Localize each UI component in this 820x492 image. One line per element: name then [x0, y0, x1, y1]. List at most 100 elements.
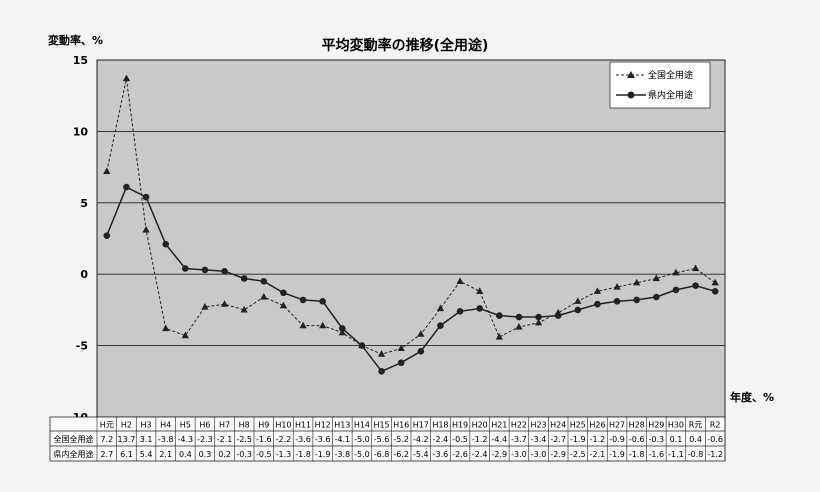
data-point-prefecture: [496, 312, 503, 319]
table-cell: -2.4: [472, 450, 488, 459]
y-axis-label: 変動率、%: [48, 33, 103, 47]
table-row-header: 全国全用途: [54, 434, 94, 444]
x-tick-label: H16: [393, 421, 409, 430]
table-cell: 0.3: [199, 450, 212, 459]
table-cell: -1.8: [295, 450, 311, 459]
x-tick-label: H18: [432, 421, 448, 430]
x-tick-label: H3: [141, 421, 152, 430]
table-cell: -0.6: [707, 435, 723, 444]
x-tick-label: R元: [689, 421, 703, 430]
data-point-national: [476, 287, 484, 294]
legend-label-national: 全国全用途: [648, 69, 693, 81]
x-tick-label: H12: [315, 421, 331, 430]
table-cell: -0.6: [629, 435, 645, 444]
data-point-prefecture: [515, 313, 523, 321]
data-point-national: [122, 74, 131, 82]
table-cell: -5.0: [354, 450, 370, 459]
x-tick-label: H4: [160, 421, 171, 430]
data-point-national: [515, 323, 523, 330]
chart-title: 平均変動率の推移(全用途): [322, 37, 489, 54]
table-cell: -0.5: [256, 450, 272, 459]
data-point-national: [260, 293, 268, 300]
data-point-national: [397, 344, 405, 352]
data-point-national: [456, 277, 464, 284]
table-cell: -3.8: [335, 450, 351, 459]
x-tick-label: H11: [295, 421, 311, 430]
table-cell: -1.2: [590, 435, 606, 444]
x-tick-label: H7: [219, 421, 230, 430]
data-table: [49, 416, 726, 462]
data-point-national: [633, 278, 641, 286]
x-tick-label: H26: [589, 421, 605, 430]
data-point-prefecture: [299, 296, 307, 304]
data-point-prefecture: [221, 268, 228, 275]
x-tick-label: H13: [334, 421, 350, 430]
x-tick-label: R2: [710, 421, 721, 430]
table-cell: -3.8: [158, 435, 174, 444]
data-point-prefecture: [554, 312, 562, 319]
data-point-prefecture: [535, 313, 542, 321]
x-tick-label: H30: [668, 421, 684, 430]
table-cell: -2.5: [236, 435, 252, 444]
x-tick-label: H9: [258, 421, 269, 430]
table-cell: -1.8: [629, 450, 645, 459]
table-cell: -1.6: [256, 435, 272, 444]
table-cell: 0.4: [179, 450, 192, 459]
data-point-national: [162, 324, 170, 332]
y-tick-label: -5: [76, 340, 88, 353]
table-cell: -3.4: [531, 435, 547, 444]
data-point-national: [652, 274, 660, 282]
x-tick-label: H6: [199, 421, 210, 430]
table-cell: -2.1: [217, 435, 233, 444]
data-point-prefecture: [182, 265, 189, 272]
data-point-national: [672, 268, 680, 276]
table-row-header: 県内全用途: [54, 449, 94, 459]
table-cell: -3.6: [433, 450, 449, 459]
data-point-national: [103, 167, 111, 174]
table-cell: 0.4: [689, 435, 702, 444]
table-cell: -1.2: [472, 435, 488, 444]
data-point-prefecture: [574, 306, 582, 314]
table-cell: -2.3: [197, 435, 213, 444]
data-point-prefecture: [260, 278, 268, 285]
legend-box: [609, 61, 711, 109]
x-tick-label: H17: [413, 421, 429, 430]
series-line: [106, 78, 716, 355]
data-point-national: [319, 321, 327, 329]
table-cell: -0.8: [688, 450, 704, 459]
y-tick-label: 10: [73, 125, 89, 138]
x-tick-label: H5: [180, 421, 191, 430]
y-tick-label: 15: [73, 54, 88, 67]
table-cell: -1.6: [649, 450, 665, 459]
table-cell: -2.9: [492, 450, 508, 459]
table-cell: 13.7: [118, 435, 136, 444]
data-point-prefecture: [692, 282, 699, 289]
data-point-prefecture: [378, 368, 385, 375]
data-point-prefecture: [103, 232, 111, 239]
data-point-prefecture: [339, 325, 346, 332]
data-point-national: [279, 301, 288, 309]
data-point-prefecture: [280, 289, 287, 297]
x-tick-label: H23: [530, 421, 546, 430]
table-cell: 5.4: [140, 450, 153, 459]
data-point-prefecture: [456, 308, 464, 315]
table-cell: -2.1: [590, 450, 606, 459]
table-cell: -3.7: [511, 435, 527, 444]
x-tick-label: H20: [472, 421, 488, 430]
data-point-prefecture: [319, 298, 326, 305]
x-axis-label: 年度、%: [730, 390, 774, 404]
data-point-national: [613, 283, 621, 290]
legend-marker-national: [627, 71, 635, 78]
table-cell: -4.3: [178, 435, 194, 444]
data-point-prefecture: [162, 240, 169, 248]
x-tick-label: H15: [373, 421, 389, 430]
x-tick-label: H24: [550, 421, 566, 430]
table-cell: -2.2: [276, 435, 292, 444]
table-cell: -0.3: [649, 435, 665, 444]
data-point-national: [417, 330, 425, 337]
x-tick-label: H27: [609, 421, 625, 430]
legend-label-prefecture: 県内全用途: [648, 89, 693, 101]
data-point-prefecture: [653, 293, 660, 301]
table-cell: -3.6: [315, 435, 331, 444]
